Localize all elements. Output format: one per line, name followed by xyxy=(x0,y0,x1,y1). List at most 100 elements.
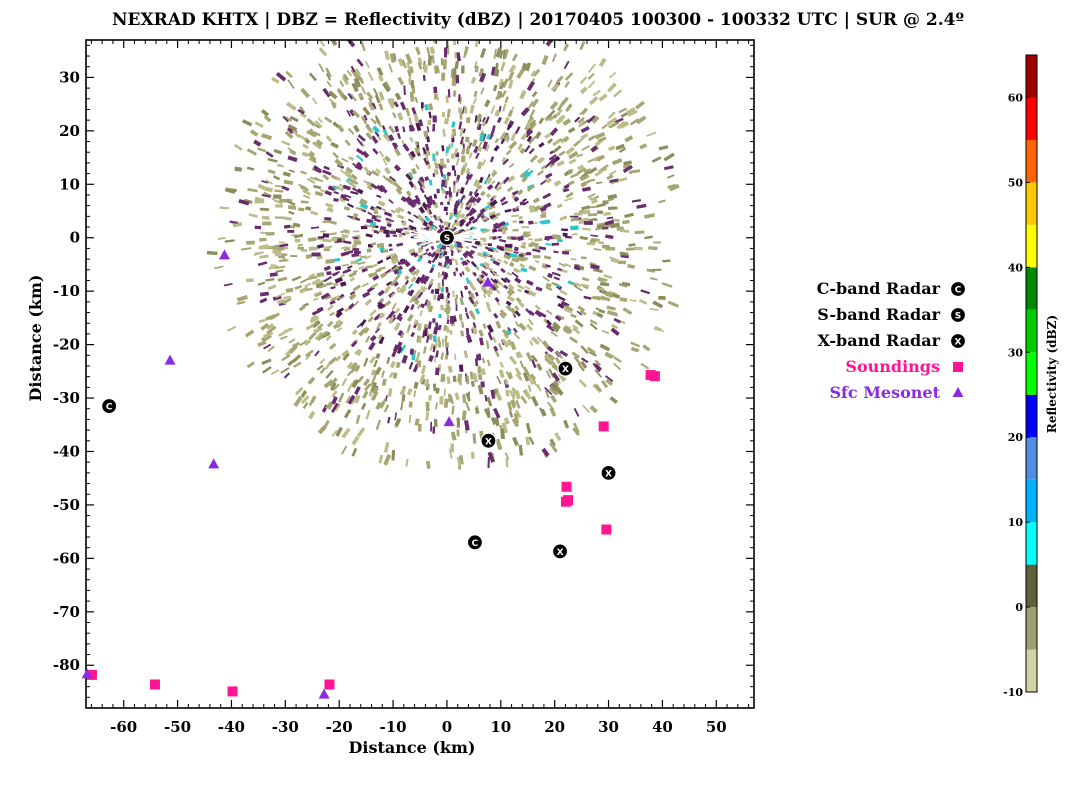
echo-gate xyxy=(307,237,317,242)
echo-gate xyxy=(591,238,600,242)
echo-gate xyxy=(460,167,465,176)
echo-gate xyxy=(503,284,509,290)
echo-gate xyxy=(465,174,471,180)
echo-gate xyxy=(288,338,296,344)
echo-gate xyxy=(381,207,387,212)
echo-gate xyxy=(339,274,345,278)
echo-gate xyxy=(261,109,270,117)
echo-gate xyxy=(643,213,656,219)
echo-gate xyxy=(369,309,377,317)
echo-gate xyxy=(453,181,456,185)
echo-gate xyxy=(499,81,504,90)
echo-gate xyxy=(325,202,334,208)
echo-gate xyxy=(271,76,280,84)
echo-gate xyxy=(494,297,500,303)
echo-gate xyxy=(312,297,319,302)
echo-gate xyxy=(281,140,291,146)
echo-gate xyxy=(300,395,310,404)
echo-gate xyxy=(293,361,302,368)
echo-gate xyxy=(460,155,466,163)
echo-gate xyxy=(388,63,393,73)
echo-gate xyxy=(591,115,600,124)
echo-gate xyxy=(377,302,384,309)
echo-gate xyxy=(314,331,323,340)
echo-gate xyxy=(424,329,428,336)
echo-gate xyxy=(592,362,601,373)
echo-gate xyxy=(590,264,600,270)
echo-gate xyxy=(371,263,378,268)
echo-gate xyxy=(514,320,520,328)
echo-gate xyxy=(511,53,518,62)
echo-gate xyxy=(262,246,273,250)
echo-gate xyxy=(289,150,297,156)
echo-gate xyxy=(547,138,554,144)
echo-gate xyxy=(550,83,560,92)
echo-gate xyxy=(601,329,610,335)
echo-gate xyxy=(320,292,330,300)
echo-gate xyxy=(521,241,527,246)
echo-gate xyxy=(357,375,365,383)
echo-gate xyxy=(397,206,405,213)
echo-gate xyxy=(576,167,587,175)
colorbar-bin xyxy=(1026,182,1037,225)
echo-gate xyxy=(331,402,339,413)
echo-gate xyxy=(407,388,413,396)
echo-gate xyxy=(387,416,391,424)
echo-gate xyxy=(287,127,294,134)
soundings-marker xyxy=(86,669,97,680)
echo-gate xyxy=(592,157,599,162)
echo-gate xyxy=(324,190,332,196)
echo-gate xyxy=(355,68,362,76)
echo-gate xyxy=(447,201,450,205)
echo-gate xyxy=(365,60,370,69)
echo-gate xyxy=(355,207,364,210)
echo-gate xyxy=(346,40,356,48)
echo-gate xyxy=(410,150,416,158)
echo-gate xyxy=(388,134,395,142)
echo-gate xyxy=(356,349,363,357)
echo-gate xyxy=(576,153,583,158)
echo-gate xyxy=(563,188,570,193)
echo-gate xyxy=(580,360,588,369)
echo-gate xyxy=(454,170,457,177)
echo-gate xyxy=(597,136,607,143)
echo-gate xyxy=(476,146,483,152)
echo-gate xyxy=(619,229,629,233)
echo-gate xyxy=(450,249,454,254)
echo-gate xyxy=(373,314,380,321)
echo-gate xyxy=(432,426,436,434)
echo-gate xyxy=(495,320,502,329)
echo-gate xyxy=(479,337,484,346)
echo-gate xyxy=(510,399,516,409)
echo-gate xyxy=(503,116,510,125)
echo-gate xyxy=(394,125,400,133)
echo-gate xyxy=(623,160,632,166)
echo-gate xyxy=(391,348,398,358)
echo-gate xyxy=(371,382,377,393)
echo-gate xyxy=(376,242,385,248)
svg-text:S: S xyxy=(444,234,450,244)
echo-gate xyxy=(247,188,258,193)
echo-gate xyxy=(259,254,269,259)
echo-gate xyxy=(373,359,378,368)
echo-gate xyxy=(564,324,572,330)
echo-gate xyxy=(525,352,533,362)
echo-gate xyxy=(527,100,534,110)
echo-gate xyxy=(353,254,362,258)
echo-gate xyxy=(368,341,376,351)
echo-gate xyxy=(581,107,588,115)
echo-gate xyxy=(354,348,361,355)
echo-gate xyxy=(389,360,396,369)
echo-gate xyxy=(399,331,405,339)
echo-gate xyxy=(581,171,589,178)
echo-gate xyxy=(432,124,436,132)
echo-gate xyxy=(424,378,430,387)
echo-gate xyxy=(448,259,453,265)
echo-gate xyxy=(439,201,444,206)
echo-gate xyxy=(284,116,293,122)
echo-gate xyxy=(311,319,321,329)
echo-gate xyxy=(556,160,565,167)
echo-gate xyxy=(371,282,379,289)
echo-gate xyxy=(380,398,387,408)
echo-gate xyxy=(526,119,533,126)
